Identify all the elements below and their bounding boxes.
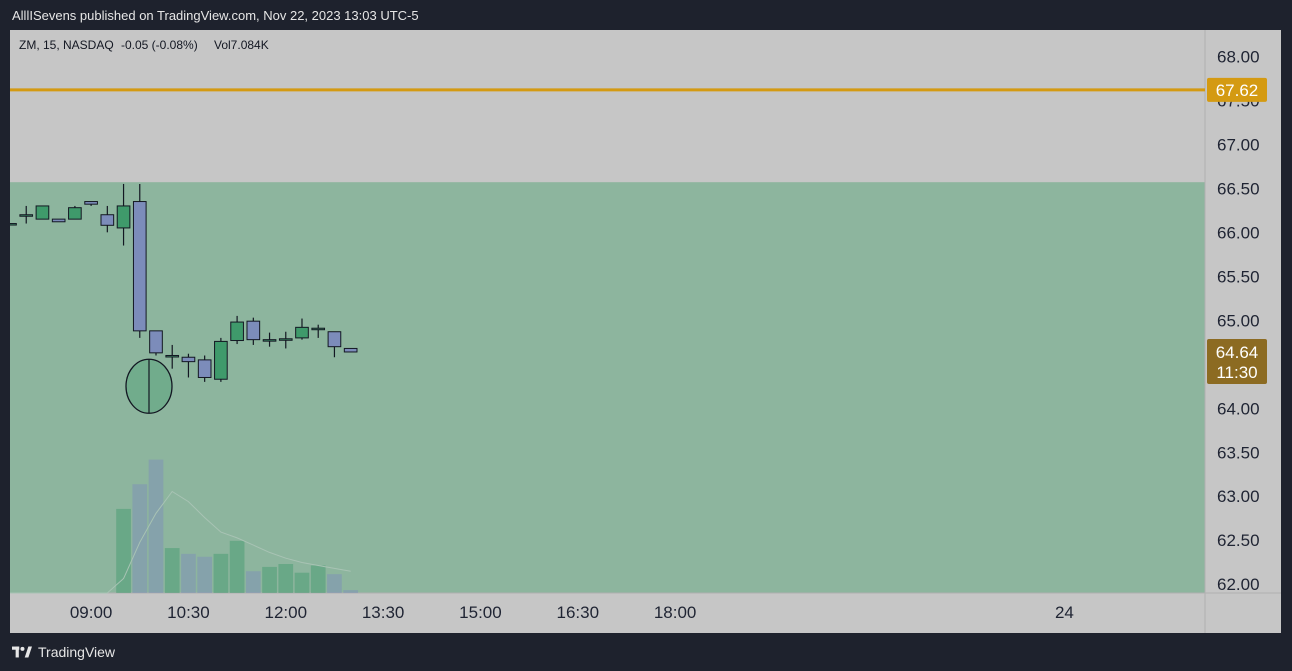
candle-body [100, 214, 115, 226]
candle-body [343, 347, 358, 353]
candle-body [84, 201, 98, 205]
price-zone [10, 182, 1205, 593]
volume-bar [181, 553, 196, 593]
volume-bar [278, 564, 294, 593]
volume-bar [197, 556, 213, 593]
candle-body [262, 339, 277, 342]
candle-body [165, 354, 180, 358]
footer-bar: TradingView [0, 636, 1292, 671]
last-price-tag [1207, 338, 1267, 384]
candle-body [278, 338, 293, 341]
x-tick-label: 24 [1055, 603, 1074, 622]
bar-countdown-label: 11:30 [1216, 363, 1257, 382]
brand-name: TradingView [38, 644, 116, 660]
y-tick-label: 64.00 [1217, 399, 1260, 418]
volume-bar [116, 508, 131, 593]
tradingview-brand[interactable]: TradingView [12, 644, 115, 660]
candle-body [68, 207, 82, 220]
tradingview-logo-icon [12, 646, 32, 658]
y-tick-label: 62.00 [1217, 575, 1260, 594]
candle-body [181, 356, 196, 363]
y-tick-label: 62.50 [1217, 531, 1260, 550]
y-tick-label: 66.50 [1217, 179, 1260, 198]
y-tick-label: 65.50 [1217, 267, 1260, 286]
candle-body [149, 330, 163, 354]
volume-bar [148, 459, 164, 593]
symbol-label: ZM, 15, NASDAQ [19, 38, 114, 52]
price-chart[interactable]: ZM, 15, NASDAQ -0.05 (-0.08%) Vol7.084K 68.… [10, 30, 1281, 633]
candle-body [311, 327, 326, 331]
volume-bar [262, 566, 277, 593]
chart-panel[interactable]: ZM, 15, NASDAQ -0.05 (-0.08%) Vol7.084K 68.… [10, 30, 1281, 633]
candle-body [19, 214, 34, 217]
y-tick-label: 66.00 [1217, 223, 1260, 242]
volume-bar [132, 484, 148, 593]
volume-label: Vol7.084K [214, 38, 269, 52]
volume-ma-line [10, 490, 351, 594]
y-tick-label: 65.00 [1217, 311, 1260, 330]
volume-bar [343, 590, 359, 593]
volume-bar [310, 565, 326, 593]
last-price-label: 64.64 [1216, 343, 1259, 362]
volume-bar [213, 553, 229, 593]
candle-body [132, 201, 147, 332]
x-tick-label: 18:00 [654, 603, 697, 622]
candle-body [214, 340, 228, 380]
volume-bar [245, 571, 261, 593]
x-tick-label: 15:00 [459, 603, 502, 622]
x-tick-label: 10:30 [167, 603, 210, 622]
volume-bar [164, 548, 180, 593]
level-price-label: 67.62 [1216, 81, 1259, 100]
x-tick-label: 13:30 [362, 603, 405, 622]
candle-body [230, 321, 244, 342]
volume-bar [294, 572, 310, 593]
y-tick-label: 68.00 [1217, 47, 1260, 66]
candle-body [327, 331, 342, 348]
y-tick-label: 63.00 [1217, 487, 1260, 506]
x-tick-label: 12:00 [264, 603, 307, 622]
candle-body [295, 326, 309, 339]
candle-body [35, 205, 50, 220]
publish-text: AlllISevens published on TradingView.com… [12, 8, 419, 23]
volume-bar [327, 574, 342, 593]
candle-body [10, 223, 17, 226]
y-tick-label: 63.50 [1217, 443, 1260, 462]
candle-body [116, 205, 131, 229]
x-tick-label: 16:30 [556, 603, 599, 622]
candle-body [51, 218, 66, 223]
volume-bar [229, 540, 245, 593]
change-label: -0.05 (-0.08%) [121, 38, 198, 52]
y-tick-label: 67.00 [1217, 135, 1260, 154]
candle-body [197, 359, 212, 378]
level-price-tag [1207, 77, 1267, 102]
x-tick-label: 09:00 [70, 603, 113, 622]
publish-bar: AlllISevens published on TradingView.com… [0, 0, 1292, 30]
candle-body [246, 320, 261, 341]
